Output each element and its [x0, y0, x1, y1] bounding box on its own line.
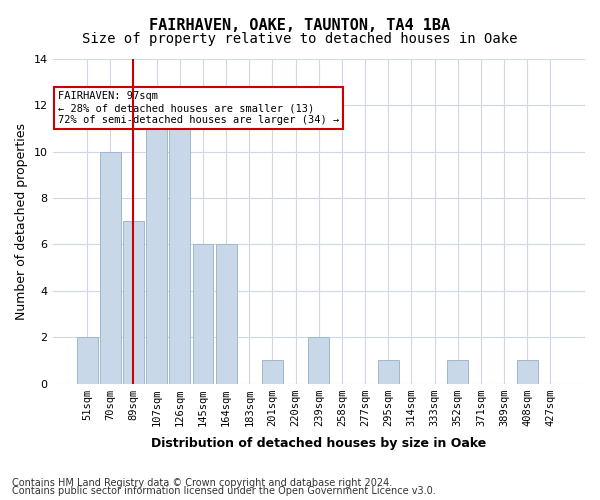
- Text: FAIRHAVEN, OAKE, TAUNTON, TA4 1BA: FAIRHAVEN, OAKE, TAUNTON, TA4 1BA: [149, 18, 451, 32]
- Text: FAIRHAVEN: 97sqm
← 28% of detached houses are smaller (13)
72% of semi-detached : FAIRHAVEN: 97sqm ← 28% of detached house…: [58, 92, 339, 124]
- Bar: [448, 360, 468, 384]
- Bar: [146, 106, 167, 384]
- Text: Contains HM Land Registry data © Crown copyright and database right 2024.: Contains HM Land Registry data © Crown c…: [12, 478, 392, 488]
- Bar: [123, 222, 144, 384]
- Bar: [517, 360, 538, 384]
- Text: Size of property relative to detached houses in Oake: Size of property relative to detached ho…: [82, 32, 518, 46]
- X-axis label: Distribution of detached houses by size in Oake: Distribution of detached houses by size …: [151, 437, 487, 450]
- Bar: [193, 244, 214, 384]
- Bar: [100, 152, 121, 384]
- Text: Contains public sector information licensed under the Open Government Licence v3: Contains public sector information licen…: [12, 486, 436, 496]
- Bar: [308, 337, 329, 384]
- Bar: [378, 360, 398, 384]
- Bar: [169, 106, 190, 384]
- Bar: [262, 360, 283, 384]
- Bar: [216, 244, 236, 384]
- Bar: [77, 337, 98, 384]
- Y-axis label: Number of detached properties: Number of detached properties: [15, 123, 28, 320]
